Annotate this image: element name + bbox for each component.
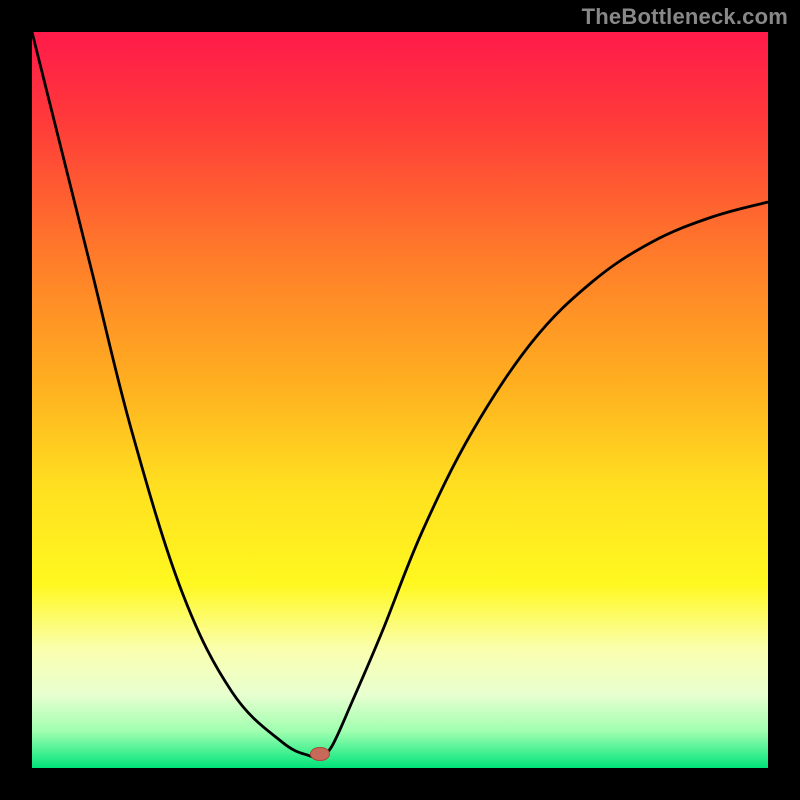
minimum-marker xyxy=(310,747,330,761)
curve-path xyxy=(32,32,768,758)
bottleneck-curve xyxy=(32,32,768,768)
plot-area xyxy=(32,32,768,768)
chart-container: TheBottleneck.com xyxy=(0,0,800,800)
watermark-text: TheBottleneck.com xyxy=(582,4,788,30)
